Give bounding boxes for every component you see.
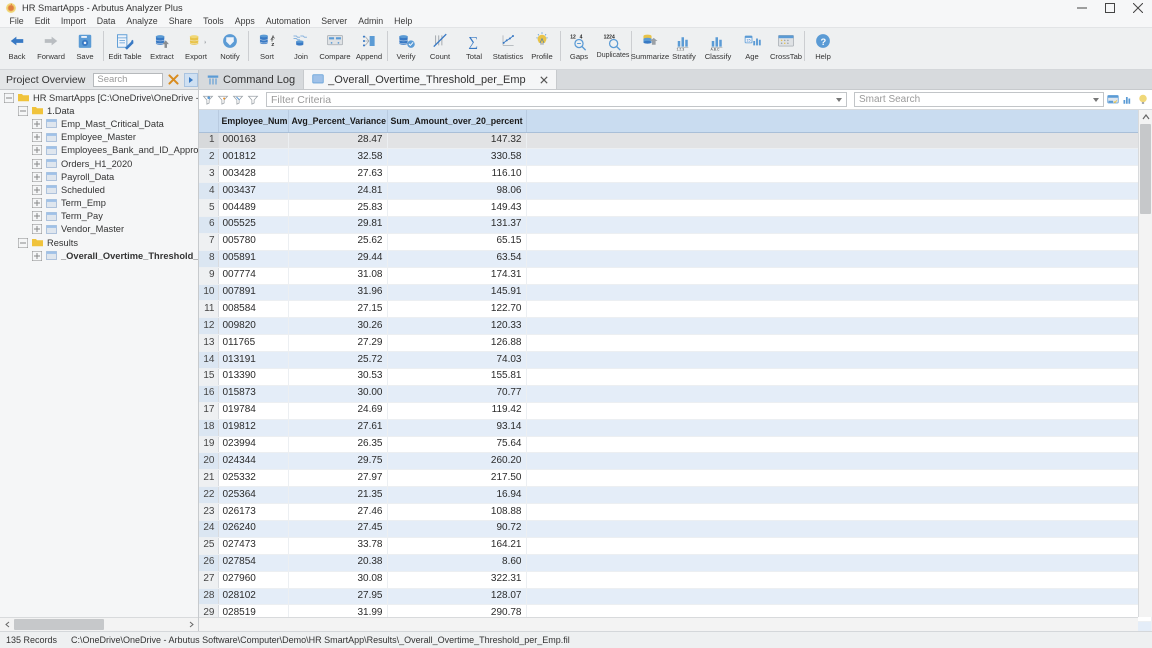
- svg-text:A.B.C: A.B.C: [711, 47, 720, 51]
- svg-text:1.2.3: 1.2.3: [677, 47, 685, 51]
- svg-text:Z: Z: [271, 42, 274, 47]
- svg-text:15: 15: [746, 39, 750, 43]
- svg-text:12: 12: [570, 35, 576, 41]
- svg-text:?: ?: [821, 37, 827, 47]
- svg-text:∑: ∑: [468, 34, 478, 49]
